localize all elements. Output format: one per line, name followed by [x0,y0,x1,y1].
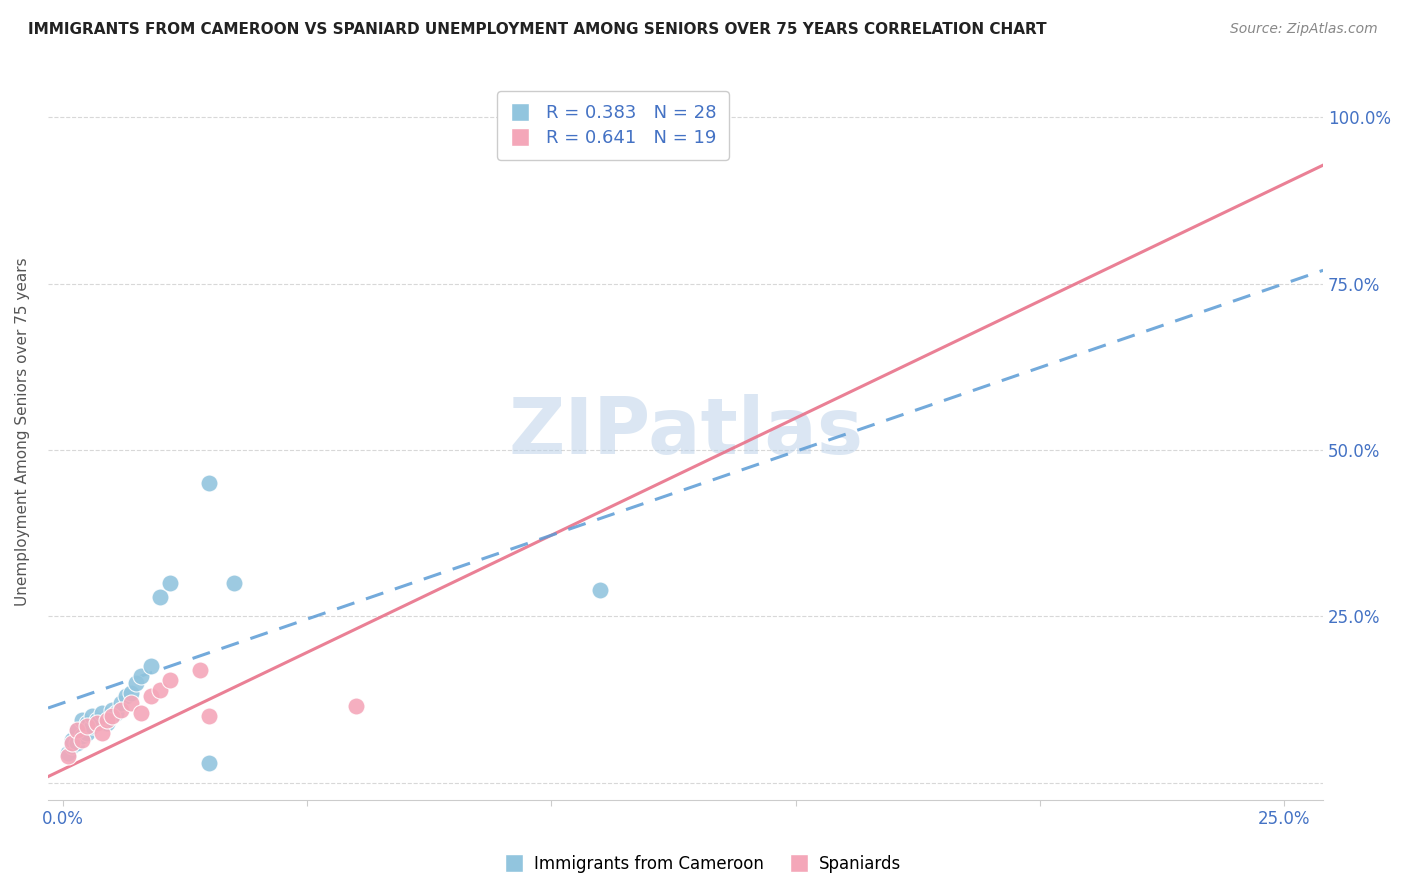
Point [188,663,211,677]
Y-axis label: Unemployment Among Seniors over 75 years: Unemployment Among Seniors over 75 years [15,258,30,606]
Point [222,576,245,591]
Point [139,659,162,673]
Point [110,703,132,717]
Point [72,729,94,743]
Point [198,756,221,770]
Point [125,676,148,690]
Point [66,736,89,750]
Point [80,709,103,723]
Point [76,719,98,733]
Point [62,739,84,754]
Point [159,673,181,687]
Point [115,690,138,704]
Point [159,576,181,591]
Point [96,716,118,731]
Point [120,696,142,710]
Point [90,726,112,740]
Point [76,716,98,731]
Point [198,709,221,723]
Point [139,690,162,704]
Point [149,590,172,604]
Point [62,736,84,750]
Point [76,726,98,740]
Point [129,706,152,720]
Point [100,709,122,723]
Point [72,732,94,747]
Point [56,746,79,760]
Point [149,682,172,697]
Point [80,719,103,733]
Point [86,716,108,731]
Point [66,723,89,737]
Point [72,713,94,727]
Point [90,706,112,720]
Point [638,123,661,137]
Point [62,732,84,747]
Point [66,723,89,737]
Legend: Immigrants from Cameroon, Spaniards: Immigrants from Cameroon, Spaniards [498,848,908,880]
Point [110,696,132,710]
Point [120,686,142,700]
Text: IMMIGRANTS FROM CAMEROON VS SPANIARD UNEMPLOYMENT AMONG SENIORS OVER 75 YEARS CO: IMMIGRANTS FROM CAMEROON VS SPANIARD UNE… [28,22,1046,37]
Legend: R = 0.383   N = 28, R = 0.641   N = 19: R = 0.383 N = 28, R = 0.641 N = 19 [496,92,728,160]
Point [96,713,118,727]
Point [589,582,612,597]
Text: ZIPatlas: ZIPatlas [508,393,863,470]
Point [198,476,221,491]
Point [100,703,122,717]
Text: Source: ZipAtlas.com: Source: ZipAtlas.com [1230,22,1378,37]
Point [129,669,152,683]
Point [86,713,108,727]
Point [344,699,367,714]
Point [56,749,79,764]
Point [105,706,128,720]
